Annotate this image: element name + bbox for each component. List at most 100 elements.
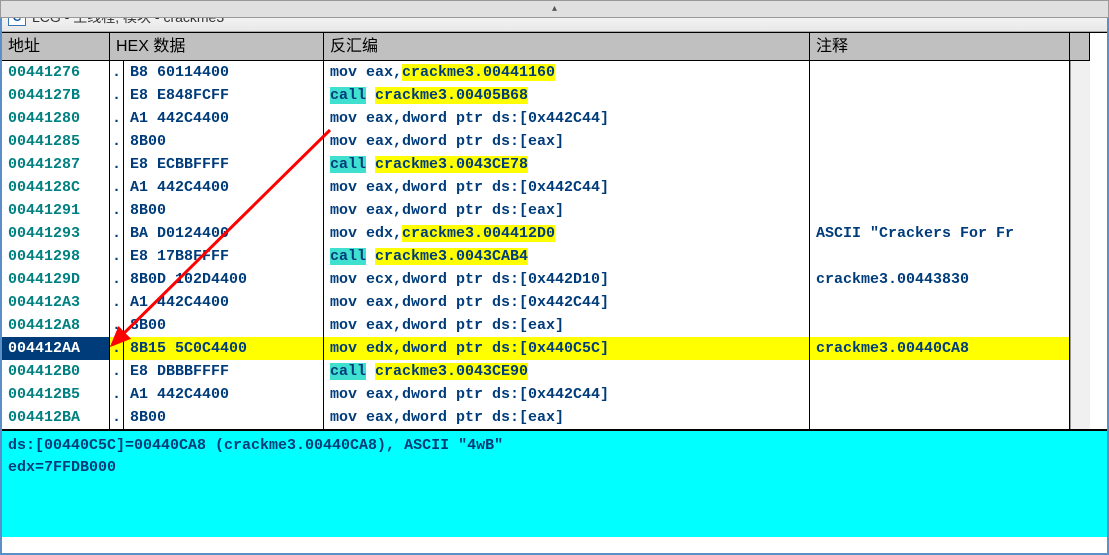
address-cell[interactable]: 00441285	[2, 130, 110, 153]
disasm-cell[interactable]: mov eax,crackme3.00441160	[324, 61, 810, 84]
col-header-hex[interactable]: HEX 数据	[110, 33, 324, 61]
address-cell[interactable]: 004412BA	[2, 406, 110, 429]
scrollbar-track[interactable]	[1070, 406, 1090, 429]
disasm-cell[interactable]: mov eax,dword ptr ds:[eax]	[324, 130, 810, 153]
scrollbar-track[interactable]	[1070, 61, 1090, 84]
marker-cell: .	[110, 245, 124, 268]
address-cell[interactable]: 00441293	[2, 222, 110, 245]
marker-cell: .	[110, 268, 124, 291]
col-header-address[interactable]: 地址	[2, 33, 110, 61]
comment-cell[interactable]	[810, 406, 1070, 429]
comment-cell[interactable]	[810, 176, 1070, 199]
comment-cell[interactable]	[810, 84, 1070, 107]
col-header-disasm[interactable]: 反汇编	[324, 33, 810, 61]
marker-cell: .	[110, 406, 124, 429]
marker-cell: .	[110, 360, 124, 383]
marker-cell: .	[110, 176, 124, 199]
disasm-cell[interactable]: mov eax,dword ptr ds:[eax]	[324, 314, 810, 337]
disasm-cell[interactable]: mov eax,dword ptr ds:[0x442C44]	[324, 176, 810, 199]
comment-cell[interactable]	[810, 199, 1070, 222]
comment-cell[interactable]	[810, 360, 1070, 383]
address-cell[interactable]: 0044127B	[2, 84, 110, 107]
disasm-cell[interactable]: mov eax,dword ptr ds:[eax]	[324, 406, 810, 429]
comment-cell[interactable]	[810, 314, 1070, 337]
marker-cell: .	[110, 84, 124, 107]
hex-cell[interactable]: E8 17B8FFFF	[124, 245, 324, 268]
comment-cell[interactable]: crackme3.00440CA8	[810, 337, 1070, 360]
comment-cell[interactable]: crackme3.00443830	[810, 268, 1070, 291]
marker-cell: .	[110, 130, 124, 153]
disassembly-grid: 地址 HEX 数据 反汇编 注释 ▴ 00441276.B8 60114400m…	[2, 32, 1107, 429]
comment-cell[interactable]	[810, 291, 1070, 314]
disasm-cell[interactable]: call crackme3.0043CE78	[324, 153, 810, 176]
disasm-cell[interactable]: mov eax,dword ptr ds:[0x442C44]	[324, 107, 810, 130]
scrollbar-track[interactable]	[1070, 130, 1090, 153]
address-cell[interactable]: 004412AA	[2, 337, 110, 360]
scrollbar-track[interactable]	[1070, 291, 1090, 314]
comment-cell[interactable]	[810, 61, 1070, 84]
hex-cell[interactable]: 8B00	[124, 199, 324, 222]
disasm-cell[interactable]: mov eax,dword ptr ds:[0x442C44]	[324, 383, 810, 406]
comment-cell[interactable]	[810, 107, 1070, 130]
hex-cell[interactable]: BA D0124400	[124, 222, 324, 245]
disasm-cell[interactable]: mov edx,dword ptr ds:[0x440C5C]	[324, 337, 810, 360]
scrollbar-track[interactable]	[1070, 176, 1090, 199]
address-cell[interactable]: 004412B5	[2, 383, 110, 406]
hex-cell[interactable]: 8B00	[124, 314, 324, 337]
hex-cell[interactable]: E8 E848FCFF	[124, 84, 324, 107]
marker-cell: .	[110, 222, 124, 245]
address-cell[interactable]: 004412B0	[2, 360, 110, 383]
marker-cell: .	[110, 291, 124, 314]
hex-cell[interactable]: 8B0D 102D4400	[124, 268, 324, 291]
scrollbar-track[interactable]	[1070, 268, 1090, 291]
address-cell[interactable]: 00441291	[2, 199, 110, 222]
disasm-cell[interactable]: mov eax,dword ptr ds:[eax]	[324, 199, 810, 222]
scrollbar-track[interactable]	[1070, 360, 1090, 383]
hex-cell[interactable]: E8 DBBBFFFF	[124, 360, 324, 383]
scrollbar-track[interactable]	[1070, 222, 1090, 245]
scrollbar-track[interactable]	[1070, 337, 1090, 360]
address-cell[interactable]: 00441280	[2, 107, 110, 130]
col-header-comment[interactable]: 注释	[810, 33, 1070, 61]
disasm-cell[interactable]: mov ecx,dword ptr ds:[0x442D10]	[324, 268, 810, 291]
scrollbar-track[interactable]	[1070, 314, 1090, 337]
hex-cell[interactable]: A1 442C4400	[124, 107, 324, 130]
address-cell[interactable]: 0044128C	[2, 176, 110, 199]
scrollbar-track[interactable]	[1070, 84, 1090, 107]
address-cell[interactable]: 004412A3	[2, 291, 110, 314]
hex-cell[interactable]: 8B15 5C0C4400	[124, 337, 324, 360]
disasm-cell[interactable]: call crackme3.0043CE90	[324, 360, 810, 383]
marker-cell: .	[110, 383, 124, 406]
hex-cell[interactable]: E8 ECBBFFFF	[124, 153, 324, 176]
marker-cell: .	[110, 61, 124, 84]
scrollbar-track[interactable]	[1070, 245, 1090, 268]
scrollbar-track[interactable]	[1070, 383, 1090, 406]
marker-cell: .	[110, 153, 124, 176]
address-cell[interactable]: 0044129D	[2, 268, 110, 291]
address-cell[interactable]: 004412A8	[2, 314, 110, 337]
disasm-cell[interactable]: mov eax,dword ptr ds:[0x442C44]	[324, 291, 810, 314]
disasm-cell[interactable]: call crackme3.0043CAB4	[324, 245, 810, 268]
address-cell[interactable]: 00441298	[2, 245, 110, 268]
hex-cell[interactable]: 8B00	[124, 406, 324, 429]
disasm-cell[interactable]: mov edx,crackme3.004412D0	[324, 222, 810, 245]
hex-cell[interactable]: A1 442C4400	[124, 383, 324, 406]
hex-cell[interactable]: B8 60114400	[124, 61, 324, 84]
marker-cell: .	[110, 337, 124, 360]
address-cell[interactable]: 00441276	[2, 61, 110, 84]
scrollbar-track[interactable]	[1070, 199, 1090, 222]
comment-cell[interactable]: ASCII "Crackers For Fr	[810, 222, 1070, 245]
hex-cell[interactable]: A1 442C4400	[124, 176, 324, 199]
scrollbar-track[interactable]	[1070, 153, 1090, 176]
comment-cell[interactable]	[810, 245, 1070, 268]
disasm-cell[interactable]: call crackme3.00405B68	[324, 84, 810, 107]
comment-cell[interactable]	[810, 383, 1070, 406]
comment-cell[interactable]	[810, 130, 1070, 153]
scroll-header: ▴	[1070, 33, 1090, 61]
scrollbar-track[interactable]	[1070, 107, 1090, 130]
address-cell[interactable]: 00441287	[2, 153, 110, 176]
hex-cell[interactable]: A1 442C4400	[124, 291, 324, 314]
hex-cell[interactable]: 8B00	[124, 130, 324, 153]
marker-cell: .	[110, 199, 124, 222]
comment-cell[interactable]	[810, 153, 1070, 176]
